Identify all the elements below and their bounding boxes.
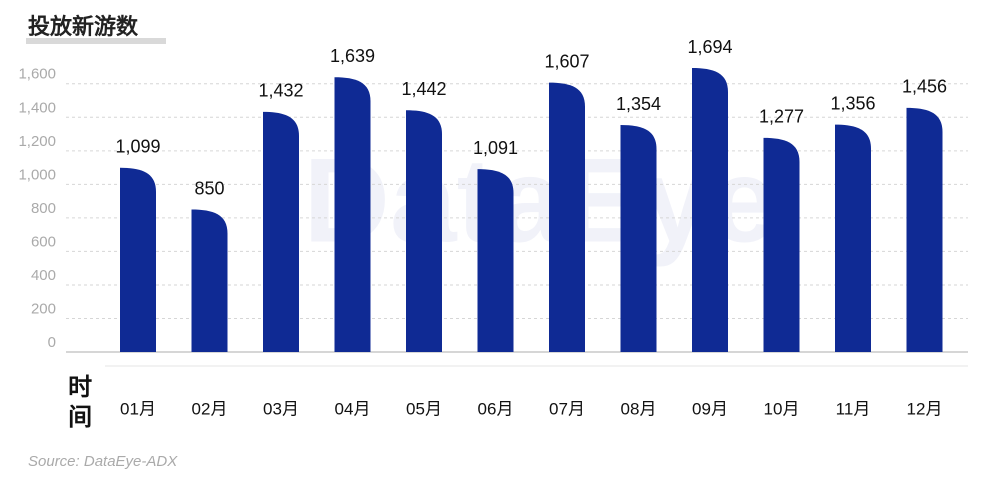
x-tick-label: 01月 (120, 399, 156, 418)
title-underline (26, 38, 166, 44)
value-label: 850 (194, 178, 224, 198)
value-label: 1,354 (616, 94, 661, 114)
value-label: 1,639 (330, 46, 375, 66)
y-tick-label: 200 (31, 300, 56, 317)
y-tick-label: 0 (48, 334, 56, 351)
x-tick-label: 02月 (192, 399, 228, 418)
value-label: 1,099 (115, 137, 160, 157)
y-tick-label: 800 (31, 200, 56, 217)
x-tick-label: 05月 (406, 399, 442, 418)
x-tick-label: 08月 (621, 399, 657, 418)
x-tick-label: 03月 (263, 399, 299, 418)
bar (191, 209, 228, 352)
value-label: 1,442 (401, 79, 446, 99)
x-tick-label: 12月 (907, 399, 943, 418)
y-tick-label: 1,400 (18, 99, 56, 116)
bar (906, 107, 943, 352)
bar (692, 68, 728, 352)
value-label: 1,456 (902, 77, 947, 97)
y-tick-label: 1,000 (18, 166, 56, 183)
x-tick-label: 07月 (549, 399, 585, 418)
value-label: 1,607 (544, 51, 589, 71)
x-tick-label: 06月 (478, 399, 514, 418)
value-label: 1,277 (759, 107, 804, 127)
y-tick-label: 1,600 (18, 66, 56, 83)
bar (835, 124, 871, 352)
y-tick-label: 600 (31, 233, 56, 250)
value-label: 1,091 (473, 138, 518, 158)
bar (263, 111, 299, 352)
chart-title: 投放新游数 (28, 14, 139, 39)
x-tick-label: 09月 (692, 399, 728, 418)
value-label: 1,694 (687, 37, 732, 57)
bar (120, 167, 156, 352)
bar (620, 125, 657, 352)
y-tick-label: 400 (31, 267, 56, 284)
bar (477, 169, 514, 352)
x-axis-label: 时间 (64, 374, 91, 434)
bar (763, 137, 800, 352)
value-label: 1,432 (258, 81, 303, 101)
x-tick-label: 11月 (836, 399, 871, 418)
x-tick-label: 04月 (335, 399, 371, 418)
bar (334, 77, 371, 352)
bar (406, 110, 442, 352)
source: Source: DataEye-ADX (28, 453, 178, 470)
bar (549, 82, 585, 352)
x-tick-label: 10月 (764, 399, 800, 418)
value-label: 1,356 (830, 93, 875, 113)
y-tick-label: 1,200 (18, 133, 56, 150)
